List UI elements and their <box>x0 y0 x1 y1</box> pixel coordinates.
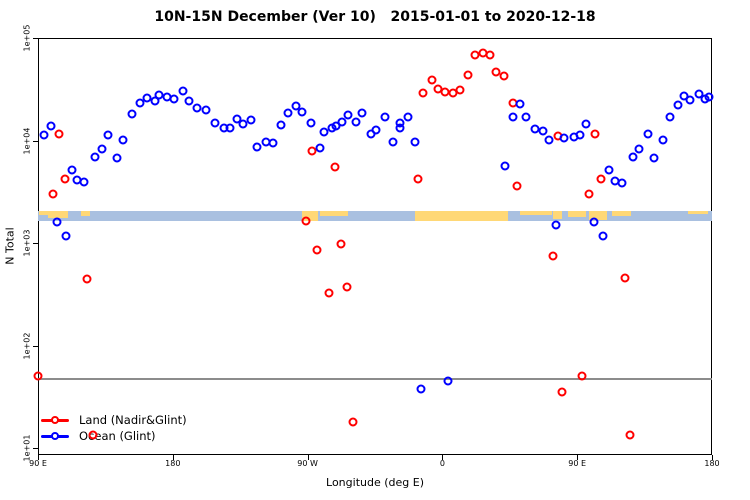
y-axis-label: N Total <box>3 227 17 265</box>
x-tick-label: 180 <box>704 459 720 468</box>
reference-line <box>38 378 712 381</box>
y-tick-label: 1e+02 <box>22 332 32 359</box>
chart-title: 10N-15N December (Ver 10) 2015-01-01 to … <box>154 9 596 25</box>
legend-item-land: Land (Nadir&Glint) <box>41 412 187 428</box>
x-axis-label: Longitude (deg E) <box>326 476 424 489</box>
land-segment <box>568 211 587 217</box>
legend-line-ocean-icon <box>41 432 69 440</box>
land-ocean-strip <box>38 211 712 221</box>
land-segment <box>589 211 608 220</box>
y-tick-mark <box>33 38 38 39</box>
land-segment <box>553 211 563 220</box>
legend-label-ocean: Ocean (Glint) <box>79 429 156 443</box>
land-segment <box>39 211 49 215</box>
land-segment <box>415 211 509 221</box>
legend-line-land-icon <box>41 416 69 424</box>
land-segment <box>81 211 91 216</box>
x-tick-mark <box>712 455 713 460</box>
legend-item-ocean: Ocean (Glint) <box>41 428 187 444</box>
x-tick-mark <box>577 455 579 460</box>
y-tick-label: 1e+03 <box>22 229 32 257</box>
legend: Land (Nadir&Glint) Ocean (Glint) <box>41 412 187 444</box>
legend-label-land: Land (Nadir&Glint) <box>79 413 187 427</box>
y-tick-label: 1e+01 <box>22 434 32 462</box>
y-tick-label: 1e+05 <box>22 24 32 52</box>
legend-circle-ocean-icon <box>51 432 59 440</box>
y-tick-mark <box>33 448 38 449</box>
y-tick-mark <box>33 140 38 142</box>
x-tick-label: 90 E <box>568 459 587 468</box>
y-tick-mark <box>33 345 38 347</box>
land-segment <box>520 211 552 215</box>
x-tick-mark <box>442 455 444 460</box>
x-tick-mark <box>307 455 309 460</box>
land-segment <box>611 211 632 216</box>
x-tick-label: 0 <box>439 459 445 468</box>
land-segment <box>48 211 68 219</box>
x-tick-label: 180 <box>165 459 181 468</box>
x-tick-label: 90 E <box>29 459 47 468</box>
legend-circle-land-icon <box>51 416 59 424</box>
y-tick-label: 1e+04 <box>22 127 32 154</box>
plot-border <box>38 38 712 455</box>
x-tick-mark <box>38 455 39 460</box>
x-tick-mark <box>172 455 174 460</box>
land-segment <box>688 211 708 214</box>
x-tick-label: 90 W <box>297 459 318 468</box>
y-tick-mark <box>33 243 38 244</box>
land-segment <box>301 211 319 221</box>
land-segment <box>319 211 349 216</box>
